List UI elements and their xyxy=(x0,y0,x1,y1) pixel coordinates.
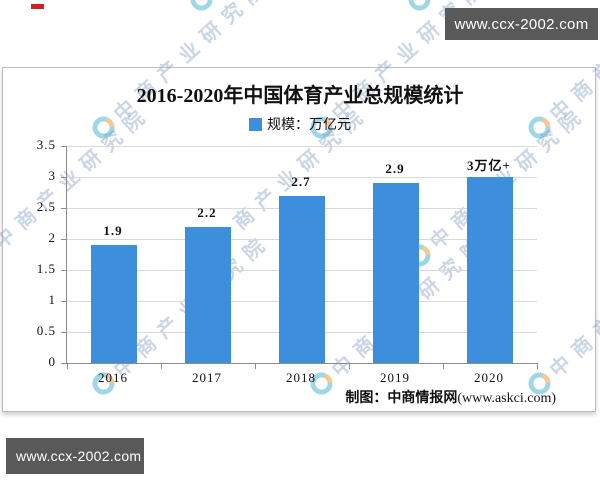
chart-card xyxy=(2,67,596,412)
bottom-left-url-banner: www.ccx-2002.com xyxy=(6,438,144,474)
top-banner-url: www.ccx-2002.com xyxy=(454,15,589,33)
bottom-banner-url: www.ccx-2002.com xyxy=(16,448,142,464)
watermark-swirl-logo-icon xyxy=(185,0,217,15)
watermark: 中商产业研究院 xyxy=(0,0,156,17)
red-dash-mark xyxy=(31,4,44,9)
watermark: 中商产业研究院 xyxy=(183,0,374,17)
watermark-swirl-logo-icon xyxy=(403,0,435,15)
top-right-url-banner: www.ccx-2002.com xyxy=(445,8,598,40)
